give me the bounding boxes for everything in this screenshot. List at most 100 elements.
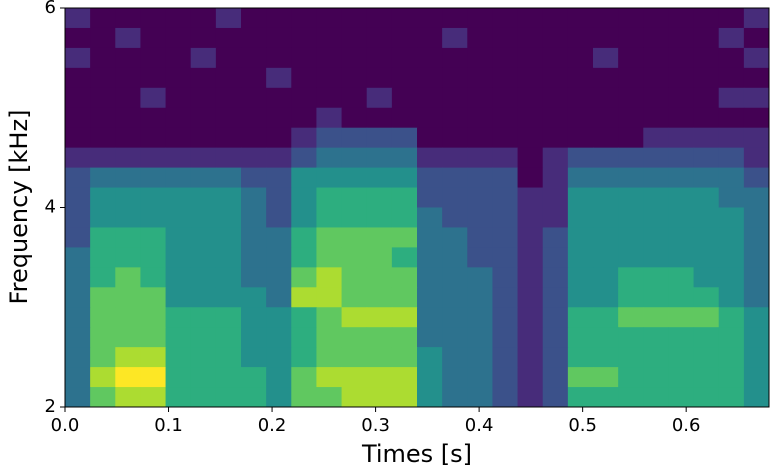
cell — [115, 167, 141, 189]
cell — [693, 347, 720, 368]
cell — [266, 387, 292, 408]
cell — [643, 247, 669, 268]
cell — [517, 27, 544, 49]
cell — [140, 227, 167, 248]
cell — [65, 387, 91, 408]
cell — [643, 107, 669, 129]
x-tick-label: 0.0 — [51, 415, 80, 436]
cell — [115, 87, 141, 109]
cell — [266, 267, 292, 288]
cell — [567, 47, 594, 69]
cell — [140, 167, 167, 189]
cell — [517, 87, 544, 109]
cell — [593, 247, 619, 268]
cell — [743, 127, 770, 149]
cell — [115, 247, 141, 268]
cell — [391, 127, 418, 149]
cell — [542, 227, 569, 248]
cell — [593, 147, 619, 169]
cell — [567, 27, 594, 49]
cell — [391, 247, 418, 268]
cell — [190, 27, 217, 49]
cell — [467, 367, 493, 388]
cell — [165, 207, 192, 228]
cell — [90, 147, 116, 169]
cell — [190, 307, 217, 328]
cell — [693, 167, 720, 189]
cell — [391, 67, 418, 89]
cell — [215, 127, 242, 149]
cell — [90, 167, 116, 189]
cell — [90, 307, 116, 328]
cell — [90, 207, 116, 228]
cell — [140, 247, 167, 268]
cell — [190, 67, 217, 89]
cell — [215, 27, 242, 49]
cell — [165, 8, 192, 29]
cell — [190, 127, 217, 149]
cell — [442, 147, 468, 169]
cell — [492, 207, 519, 228]
cell — [65, 147, 91, 169]
cell — [593, 287, 619, 308]
cell — [718, 147, 745, 169]
cell — [668, 227, 695, 248]
cell — [291, 287, 317, 308]
cell — [643, 147, 669, 169]
cell — [593, 387, 619, 408]
cell — [391, 287, 418, 308]
cell — [517, 67, 544, 89]
cell — [517, 227, 544, 248]
cell — [693, 27, 720, 49]
cell — [542, 287, 569, 308]
y-tick-label: 6 — [45, 0, 56, 18]
cell — [140, 147, 167, 169]
cell — [643, 8, 669, 29]
cell — [190, 347, 217, 368]
cell — [266, 87, 292, 109]
cell — [65, 227, 91, 248]
cell — [743, 387, 770, 408]
cell — [316, 127, 343, 149]
cell — [190, 87, 217, 109]
cell — [266, 107, 292, 129]
cell — [743, 107, 770, 129]
cell — [316, 367, 343, 388]
cell — [542, 247, 569, 268]
cell — [417, 227, 443, 248]
cell — [693, 267, 720, 288]
cell — [743, 367, 770, 388]
cell — [542, 67, 569, 89]
cell — [492, 347, 519, 368]
cell — [140, 287, 167, 308]
cell — [517, 287, 544, 308]
cell — [693, 127, 720, 149]
cell — [668, 187, 695, 208]
cell — [241, 147, 267, 169]
cell — [643, 367, 669, 388]
cell — [417, 307, 443, 328]
cell — [718, 327, 745, 348]
cell — [442, 127, 468, 149]
cell — [467, 207, 493, 228]
cell — [668, 87, 695, 109]
cell — [718, 47, 745, 69]
cell — [417, 107, 443, 129]
cell — [567, 67, 594, 89]
cell — [593, 47, 619, 69]
cell — [291, 167, 317, 189]
cell — [165, 307, 192, 328]
cell — [442, 367, 468, 388]
cell — [467, 167, 493, 189]
cell — [467, 67, 493, 89]
cell — [316, 287, 343, 308]
cell — [593, 187, 619, 208]
cell — [190, 387, 217, 408]
cell — [417, 67, 443, 89]
cell — [391, 267, 418, 288]
cell — [65, 187, 91, 208]
cell — [140, 127, 167, 149]
cell — [467, 387, 493, 408]
cell — [467, 87, 493, 109]
cell — [266, 307, 292, 328]
